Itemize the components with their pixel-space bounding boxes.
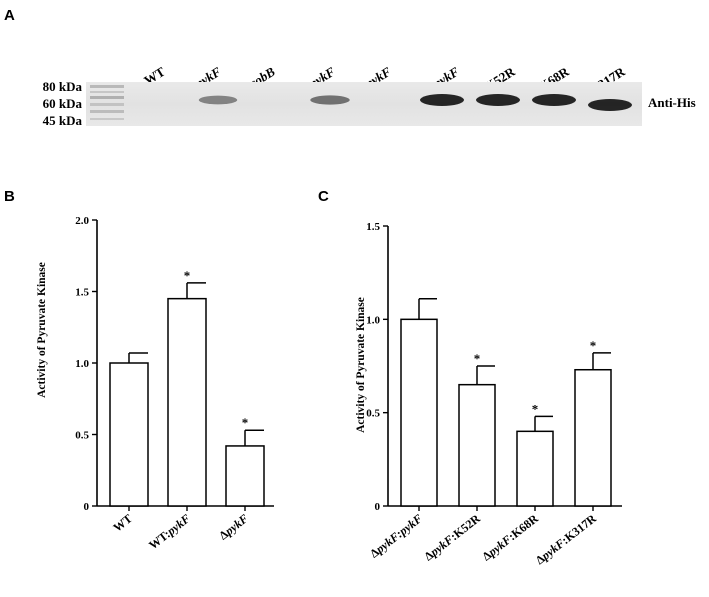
x-tick-label: ΔpykF:K317R — [533, 511, 599, 567]
marker-45kda: 45 kDa — [43, 113, 83, 128]
y-tick-label: 2.0 — [75, 215, 89, 227]
x-tick-label-suffix: WT — [110, 511, 134, 534]
bar — [516, 430, 554, 507]
marker-80kda: 80 kDa — [43, 79, 83, 94]
y-tick-label: 0 — [84, 501, 90, 513]
panel-b-letter: B — [4, 188, 15, 205]
bar — [400, 318, 438, 507]
significance-marker: * — [184, 268, 191, 283]
significance-marker: * — [242, 415, 249, 430]
antibody-label: Anti-His — [648, 95, 696, 110]
x-tick-label-italic: pykF:pykF — [372, 511, 424, 556]
ladder-band — [90, 96, 124, 99]
protein-band — [198, 95, 238, 105]
x-tick-label-suffix: :K52R — [447, 511, 483, 543]
x-tick-label: WT:pykF — [146, 511, 193, 552]
bar — [225, 445, 265, 507]
protein-band — [310, 95, 350, 105]
y-tick-label: 0 — [375, 501, 381, 513]
significance-marker: * — [532, 401, 539, 416]
significance-marker: * — [590, 338, 597, 353]
marker-60kda: 60 kDa — [43, 96, 83, 111]
protein-band — [476, 94, 520, 106]
x-tick-label: WT — [110, 511, 134, 534]
panel-a: A WTWT:pykFΔcobBΔcobB:pykFΔpykFΔpykF:pyk… — [4, 7, 696, 128]
x-tick-label: ΔpykF:K52R — [422, 511, 484, 563]
significance-marker: * — [474, 351, 481, 366]
y-tick-label: 1.0 — [366, 314, 380, 326]
ladder-band — [90, 118, 124, 120]
x-tick-label-suffix: :K68R — [505, 511, 541, 543]
y-tick-label: 1.0 — [75, 358, 89, 370]
bar — [458, 383, 496, 507]
ladder — [90, 85, 124, 120]
x-tick-label: ΔpykF:K68R — [480, 511, 542, 563]
panel-c: C Activity of Pyruvate Kinase 0 0.5 1.0 1.5… — [318, 188, 622, 567]
panel-c-chart: 0 0.5 1.0 1.5 ΔpykF:pykF * ΔpykF:K52R * ΔpykF:K6… — [366, 221, 622, 567]
ladder-band — [90, 91, 124, 93]
panel-a-letter: A — [4, 7, 15, 24]
protein-band — [420, 94, 464, 106]
ladder-band — [90, 110, 124, 113]
panel-b-chart: 0 0.5 1.0 1.5 2.0 WT * WT:pykF * ΔpykF — [75, 215, 274, 552]
panel-b-y-axis-label: Activity of Pyruvate Kinase — [36, 262, 48, 398]
y-tick-label: 1.5 — [366, 221, 380, 233]
x-tick-label: ΔpykF:pykF — [367, 511, 425, 560]
panel-b: B Activity of Pyruvate Kinase 0 0.5 1.0 1.5… — [4, 188, 274, 552]
ladder-band — [90, 85, 124, 88]
bar — [109, 362, 149, 507]
ladder-band — [90, 103, 124, 106]
protein-band — [588, 99, 632, 111]
blot-bands — [198, 94, 632, 111]
y-tick-label: 0.5 — [366, 408, 380, 420]
y-tick-label: 0.5 — [75, 430, 89, 442]
x-tick-label-suffix: :K317R — [559, 511, 599, 547]
bar — [167, 297, 207, 507]
y-tick-label: 1.5 — [75, 287, 89, 299]
panel-c-y-axis-label: Activity of Pyruvate Kinase — [355, 297, 367, 433]
bar — [574, 368, 612, 507]
protein-band — [532, 94, 576, 106]
x-tick-label: ΔpykF — [216, 511, 251, 542]
panel-c-letter: C — [318, 188, 329, 205]
